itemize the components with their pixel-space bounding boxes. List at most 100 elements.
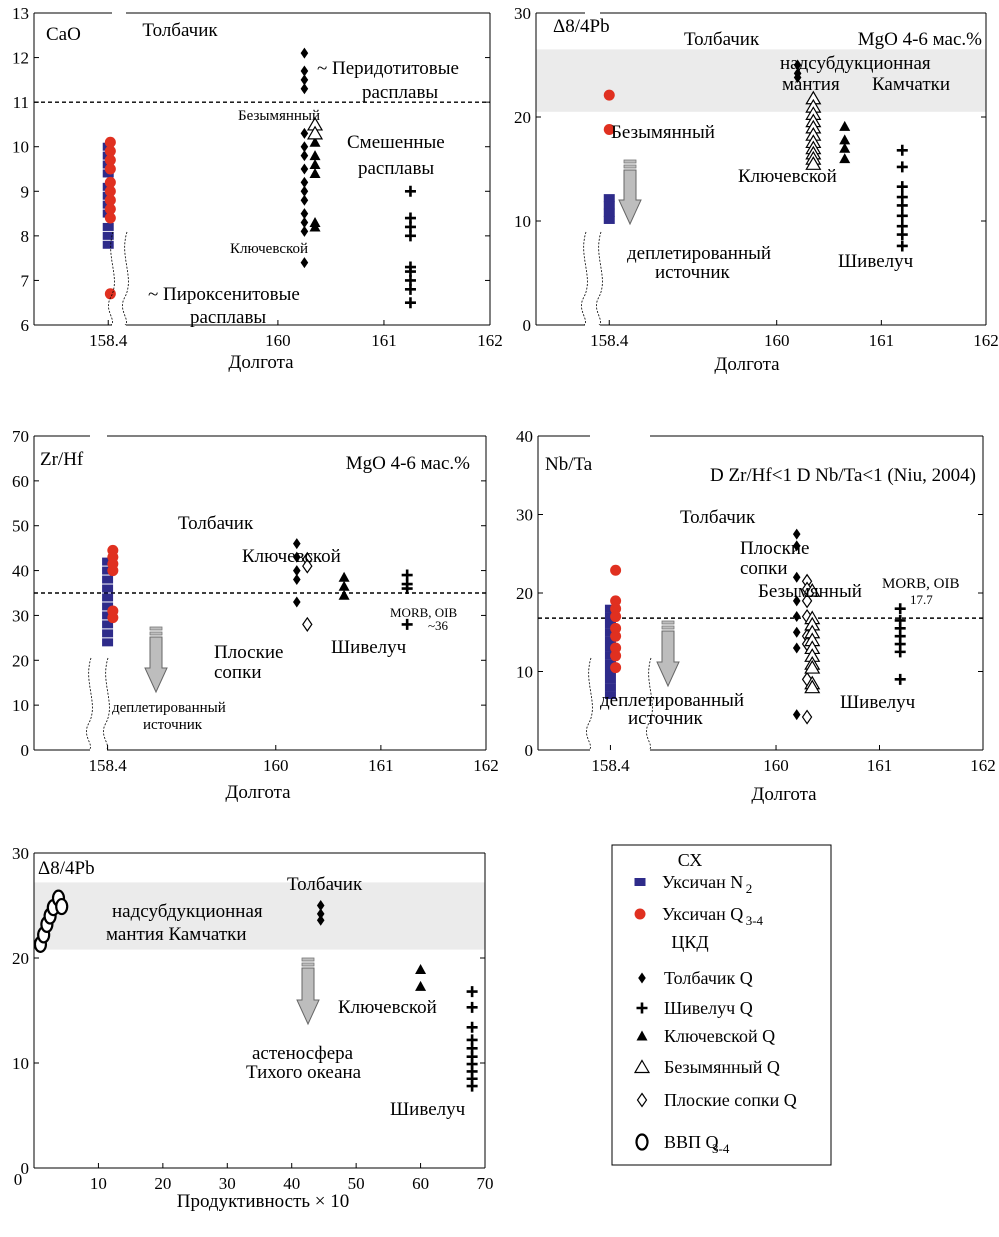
- data-point: [300, 257, 309, 269]
- annotation: MORB, OIB: [390, 605, 458, 620]
- data-point: [792, 611, 801, 623]
- annotation: 17.7: [910, 592, 933, 607]
- series-diamond-open: [302, 551, 313, 632]
- annotation: сопки: [740, 558, 788, 579]
- legend-label: Безымянный Q: [664, 1057, 780, 1077]
- y-tick-label: 20: [12, 651, 29, 670]
- legend-marker: [633, 1059, 651, 1074]
- data-point: [300, 47, 309, 59]
- chart-title: D Zr/Hf<1 D Nb/Ta<1 (Niu, 2004): [710, 465, 976, 486]
- y-tick-label: 0: [21, 741, 30, 760]
- data-point: [896, 181, 908, 193]
- annotation: Безымянный: [238, 108, 320, 124]
- data-point: [292, 596, 301, 608]
- annotation: Толбачик: [142, 20, 218, 41]
- chart-panel-1: [33, 12, 491, 326]
- annotation: мантия: [782, 74, 840, 95]
- data-point: [309, 221, 321, 232]
- annotation: астеносфера: [252, 1043, 354, 1064]
- data-point: [104, 163, 116, 175]
- data-point: [466, 1080, 478, 1092]
- depletion-arrow: [656, 620, 680, 688]
- annotation: MORB, OIB: [882, 576, 960, 592]
- chart-panel-3: [33, 435, 487, 751]
- y-tick-label: 9: [21, 182, 30, 201]
- data-point: [839, 142, 851, 153]
- annotation: Шивелуч: [331, 637, 407, 658]
- data-point: [309, 167, 321, 178]
- data-point: [300, 127, 309, 139]
- data-point: [300, 65, 309, 77]
- series-plus: [466, 986, 478, 1092]
- y-tick-label: 0: [21, 1159, 30, 1178]
- annotation: Плоские: [214, 642, 283, 663]
- y-label: Zr/Hf: [40, 449, 84, 470]
- data-point: [603, 208, 615, 217]
- data-point: [792, 528, 801, 540]
- y-tick-label: 13: [12, 4, 29, 23]
- y-tick-label: 40: [516, 427, 533, 446]
- data-point: [309, 150, 321, 161]
- data-point: [104, 194, 116, 206]
- data-point: [104, 212, 116, 224]
- series-circle: [107, 544, 119, 624]
- x-tick-label: 10: [90, 1174, 107, 1193]
- data-point: [894, 646, 906, 658]
- data-point: [603, 201, 615, 210]
- annotation: ~ Пироксенитовые: [148, 284, 300, 305]
- y-tick-label: 20: [12, 949, 29, 968]
- x-tick-label: 161: [869, 331, 895, 350]
- chart-title: MgO 4-6 мас.%: [346, 453, 470, 474]
- data-point: [466, 1001, 478, 1013]
- data-point: [102, 620, 114, 629]
- depletion-arrow: [618, 159, 642, 226]
- series-plus: [401, 569, 413, 630]
- chart-panel-4: [537, 435, 984, 751]
- series-plus: [896, 144, 908, 252]
- annotation: ~ Перидотитовые: [317, 58, 459, 79]
- data-point: [896, 240, 908, 252]
- data-point: [102, 638, 114, 647]
- data-point: [300, 163, 309, 175]
- x-tick-label: 161: [371, 331, 397, 350]
- data-point: [404, 185, 416, 197]
- data-point: [896, 161, 908, 173]
- data-point: [300, 141, 309, 153]
- data-point: [603, 89, 615, 101]
- series-tri-open: [804, 582, 821, 694]
- legend-subscript: 2: [746, 881, 753, 896]
- data-point: [604, 659, 616, 668]
- data-point: [610, 603, 622, 615]
- series-tri-open: [306, 116, 324, 140]
- mantle-band: [536, 49, 986, 112]
- y-tick-label: 7: [21, 271, 30, 290]
- data-point: [839, 153, 851, 164]
- data-point: [839, 120, 851, 131]
- annotation: мантия Камчатки: [106, 924, 247, 945]
- series-square: [603, 194, 615, 224]
- axis-break: [108, 231, 129, 326]
- x-axis-title: Долгота: [225, 782, 291, 803]
- y-tick-label: 0: [523, 316, 532, 335]
- x-tick-label: 160: [265, 331, 291, 350]
- legend-label: Толбачик Q: [664, 968, 753, 988]
- x-tick-label: 20: [154, 1174, 171, 1193]
- data-point: [300, 216, 309, 228]
- legend-label: ВВП Q: [664, 1132, 719, 1152]
- x-axis-title: Продуктивность × 10: [177, 1191, 350, 1212]
- y-tick-label: 20: [514, 108, 531, 127]
- data-point: [896, 210, 908, 222]
- annotation: Камчатки: [872, 74, 950, 95]
- data-point: [316, 908, 325, 920]
- y-label: Δ8/4Pb: [553, 16, 610, 37]
- data-point: [896, 229, 908, 241]
- annotation: Шивелуч: [390, 1099, 466, 1120]
- data-point: [292, 538, 301, 550]
- y-tick-label: 30: [12, 606, 29, 625]
- legend-label: Уксичан N: [662, 872, 743, 892]
- data-point: [300, 150, 309, 162]
- x-tick-label: 160: [763, 756, 789, 775]
- data-point: [104, 176, 116, 188]
- annotation: Безымянный: [758, 581, 862, 602]
- y-tick-label: 30: [514, 4, 531, 23]
